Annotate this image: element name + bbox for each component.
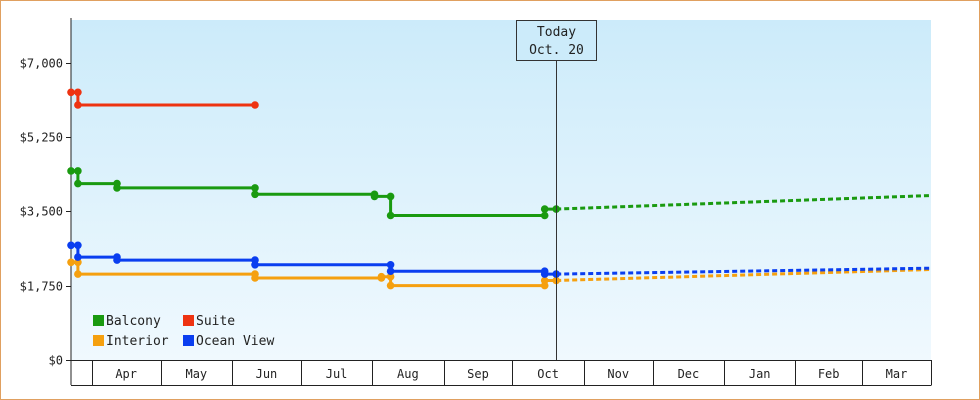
- data-point-suite: [251, 101, 259, 109]
- data-point-ocean-view: [386, 261, 395, 269]
- today-callout-date: Oct. 20: [529, 43, 584, 58]
- legend-label-interior: Interior: [106, 334, 169, 349]
- legend: Balcony Suite Interior Ocean View: [93, 314, 274, 349]
- x-axis: Apr May Jun Jul Aug Sep Oct Nov Dec Jan Feb Mar: [71, 360, 932, 386]
- legend-label-ocean-view: Ocean View: [196, 334, 274, 349]
- data-point-balcony: [74, 167, 82, 175]
- today-callout: [516, 20, 597, 61]
- y-tick-label: $0: [49, 354, 63, 368]
- data-point-ocean-view: [113, 256, 121, 264]
- y-tick-label: $1,750: [20, 280, 63, 294]
- x-tick-label: Jan: [749, 367, 771, 381]
- x-tick-label: Mar: [886, 367, 908, 381]
- x-tick-label: May: [185, 367, 207, 381]
- legend-swatch-balcony: [93, 315, 104, 326]
- data-point-interior: [74, 270, 82, 278]
- data-point-interior: [386, 281, 395, 290]
- today-marker: Today Oct. 20: [516, 20, 597, 360]
- data-point-ocean-view: [386, 267, 395, 276]
- legend-swatch-ocean-view: [183, 335, 194, 346]
- series-forecast-ocean-view: [556, 266, 932, 276]
- today-callout-label: Today: [537, 25, 576, 40]
- x-tick-label: Nov: [607, 367, 629, 381]
- y-axis: $0 $1,750 $3,500 $5,250 $7,000: [20, 18, 72, 385]
- data-point-interior: [377, 272, 386, 281]
- x-tick-label: Oct: [537, 367, 559, 381]
- legend-label-suite: Suite: [196, 314, 235, 329]
- data-point-balcony: [251, 190, 259, 199]
- data-point-balcony: [386, 192, 395, 201]
- data-point-balcony: [251, 184, 259, 192]
- x-tick-label: Dec: [678, 367, 700, 381]
- data-point-interior: [251, 274, 259, 282]
- data-point-ocean-view: [74, 253, 82, 261]
- plot-area: [71, 20, 931, 360]
- data-point-balcony: [113, 184, 121, 192]
- series-forecast-interior: [556, 268, 932, 282]
- data-point-suite: [74, 88, 82, 97]
- legend-label-balcony: Balcony: [106, 314, 161, 329]
- legend-swatch-suite: [183, 315, 194, 326]
- y-tick-label: $7,000: [20, 57, 63, 71]
- series-layer: [67, 88, 932, 290]
- series-line-balcony: [71, 169, 557, 217]
- y-tick-label: $5,250: [20, 131, 63, 145]
- data-point-balcony: [370, 192, 379, 201]
- x-tick-label: Jun: [256, 367, 278, 381]
- data-point-balcony: [386, 211, 395, 220]
- data-point-balcony: [540, 205, 549, 213]
- data-point-interior: [386, 272, 395, 281]
- x-tick-label: Sep: [467, 367, 489, 381]
- y-tick-label: $3,500: [20, 205, 63, 219]
- data-point-interior: [74, 258, 82, 267]
- data-point-ocean-view: [251, 261, 259, 269]
- data-point-balcony: [67, 167, 75, 175]
- data-point-balcony: [540, 211, 549, 220]
- data-point-ocean-view: [67, 241, 75, 250]
- data-point-interior: [67, 258, 75, 267]
- data-point-interior: [540, 276, 549, 285]
- x-tick-label: Apr: [115, 367, 137, 381]
- legend-swatch-interior: [93, 335, 104, 346]
- x-tick-label: Aug: [397, 367, 419, 381]
- data-point-suite: [67, 88, 75, 97]
- x-tick-label: Jul: [326, 367, 348, 381]
- data-point-balcony: [74, 179, 82, 188]
- data-point-suite: [74, 101, 82, 109]
- data-point-ocean-view: [540, 270, 549, 278]
- x-tick-label: Feb: [818, 367, 840, 381]
- data-point-ocean-view: [74, 241, 82, 250]
- series-forecast-balcony: [556, 194, 932, 211]
